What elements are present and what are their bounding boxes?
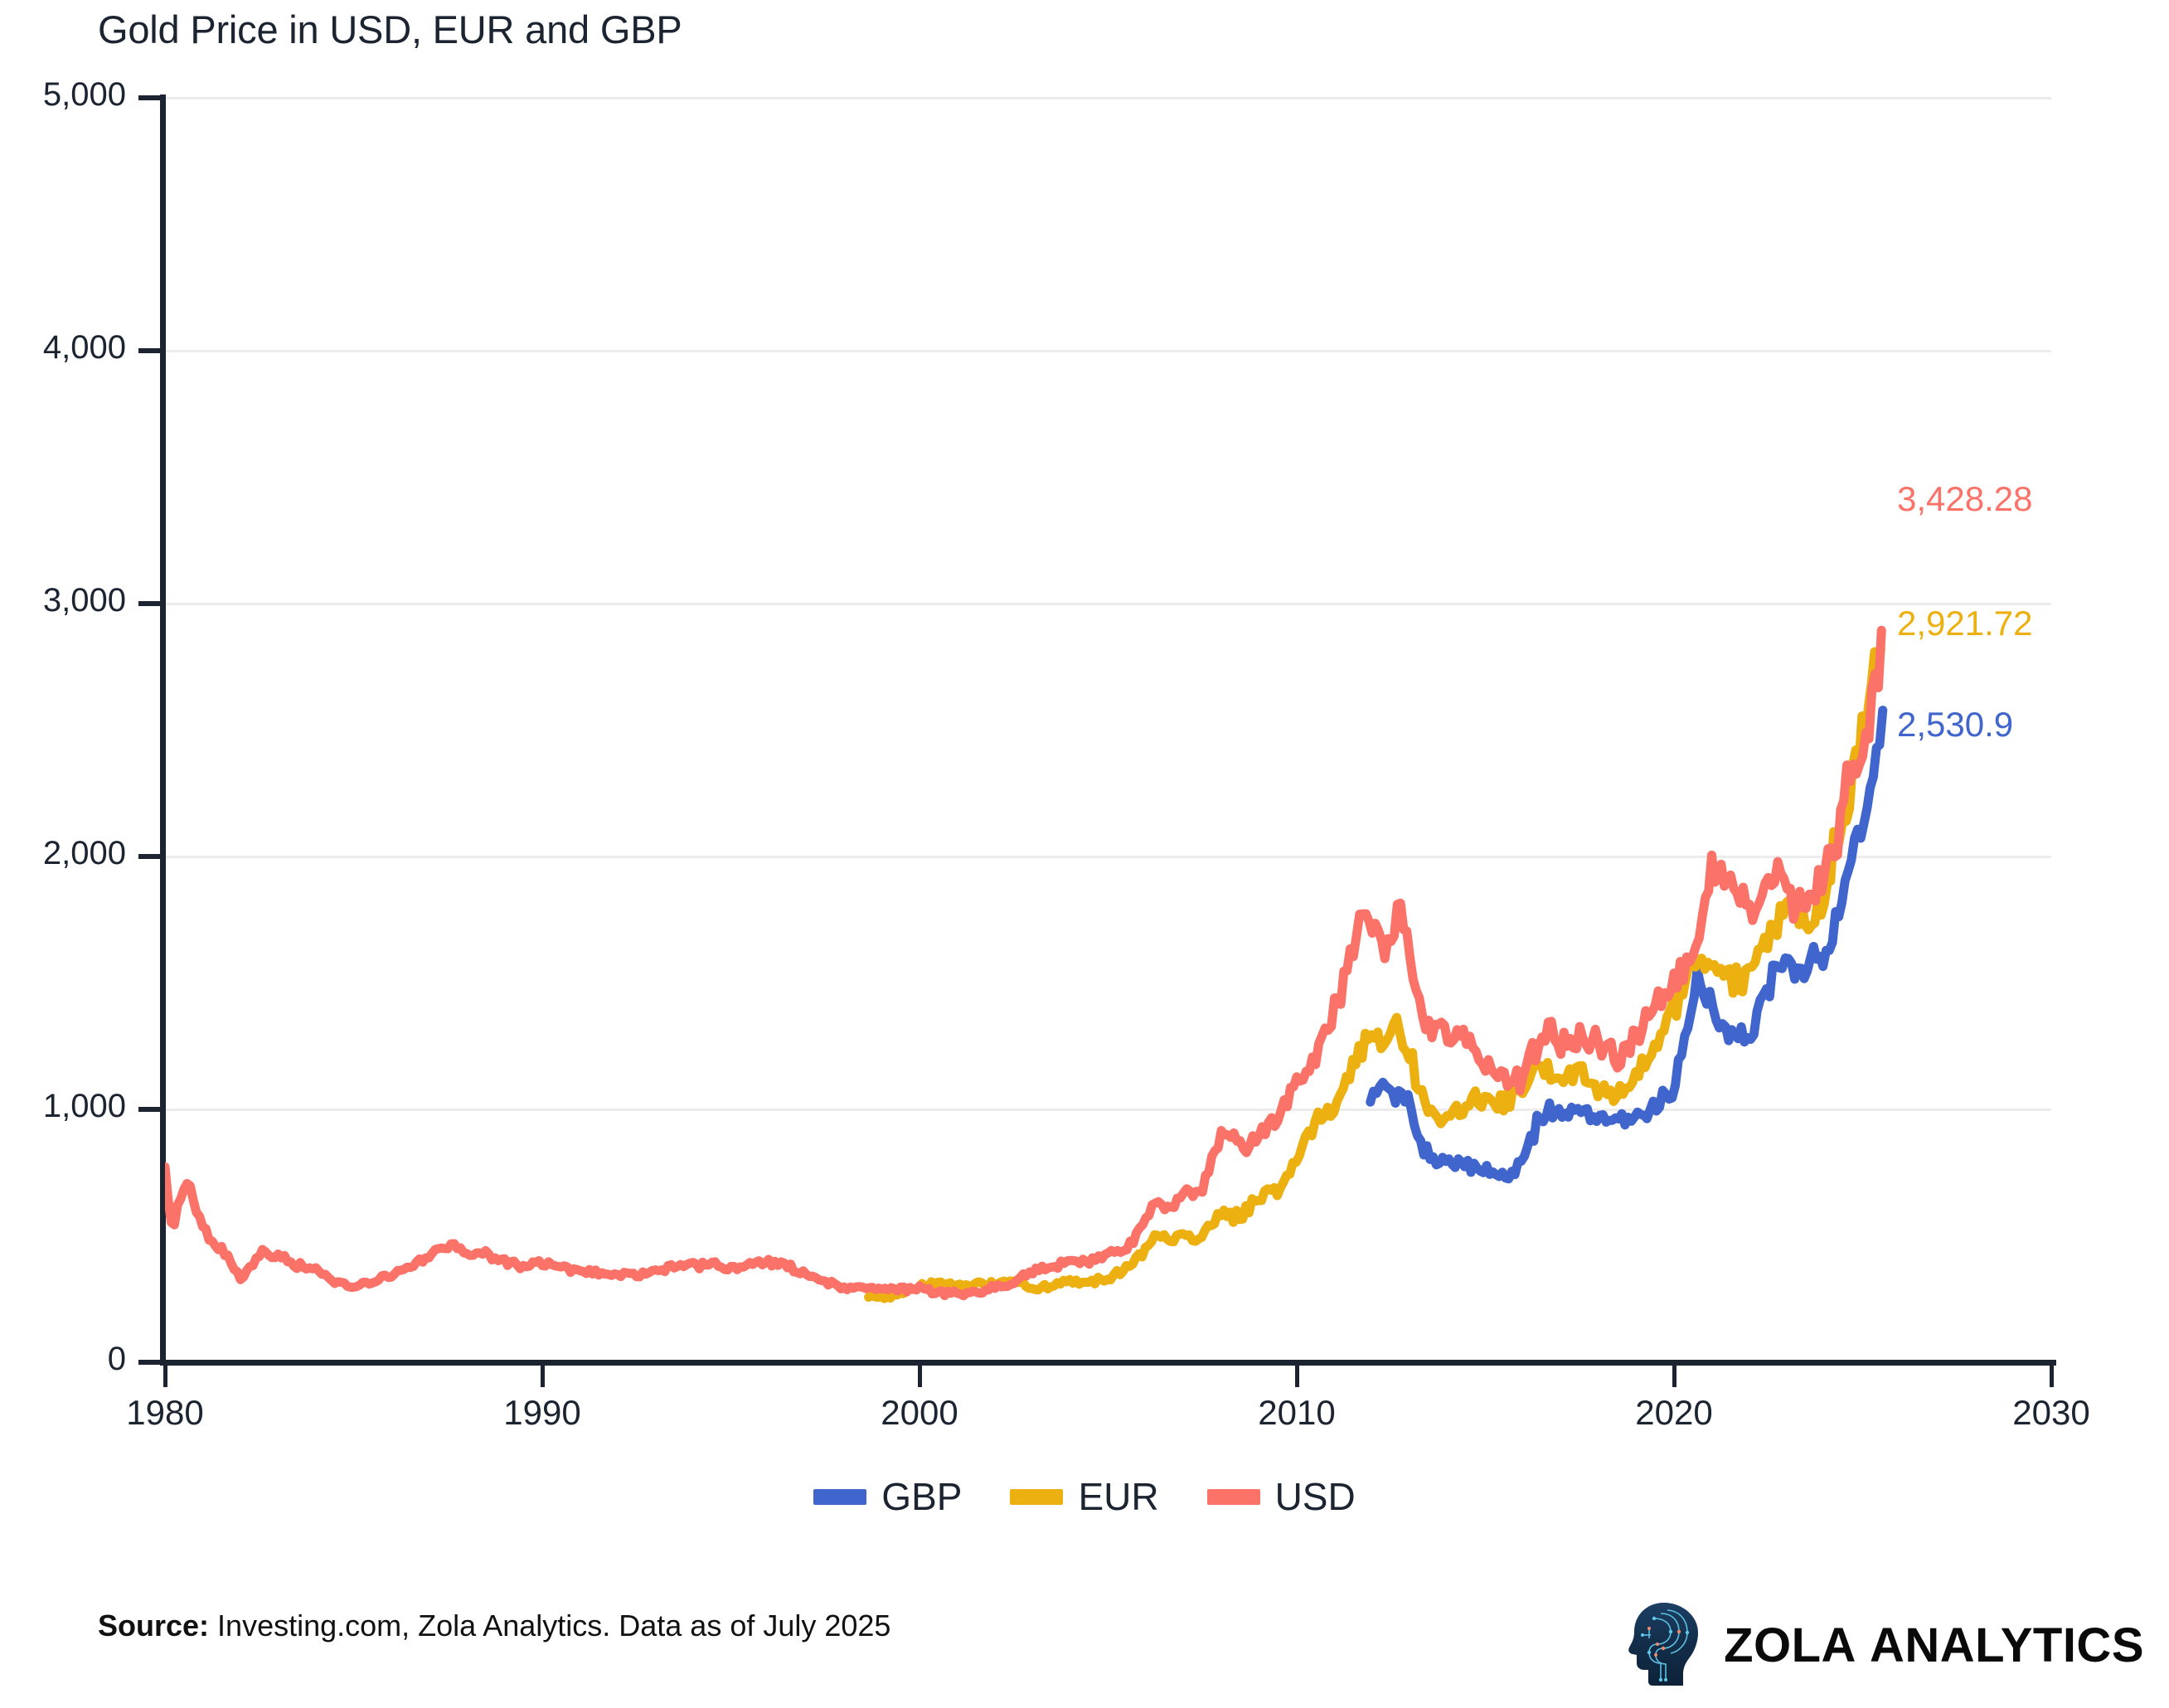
legend-swatch-gbp (813, 1488, 867, 1505)
source-note: Source: Investing.com, Zola Analytics. D… (98, 1609, 890, 1643)
gridline (165, 97, 2051, 99)
y-axis-tick (138, 95, 160, 100)
y-axis-label: 5,000 (42, 76, 126, 113)
y-axis-tick (138, 601, 160, 606)
y-axis-label: 1,000 (42, 1088, 126, 1124)
series-canvas (165, 98, 2051, 1362)
x-axis-tick (918, 1365, 922, 1387)
legend-label: GBP (881, 1475, 963, 1518)
gridline (165, 856, 2051, 858)
y-axis-line (160, 95, 166, 1366)
gridline (165, 603, 2051, 605)
x-axis-tick (1672, 1365, 1676, 1387)
x-axis-tick (1295, 1365, 1299, 1387)
y-axis-tick (138, 1107, 160, 1112)
brand-word-analytics: ANALYTICS (1869, 1618, 2144, 1672)
y-axis-tick (138, 1360, 160, 1365)
series-line-gbp (1371, 711, 1883, 1179)
y-axis-label: 3,000 (42, 582, 126, 619)
y-axis-label: 0 (107, 1341, 126, 1377)
x-axis-tick (541, 1365, 545, 1387)
x-axis-label: 2010 (1258, 1393, 1336, 1432)
legend-item-usd[interactable]: USD (1206, 1475, 1356, 1518)
source-label: Source: (98, 1609, 210, 1642)
legend-label: USD (1274, 1475, 1356, 1518)
legend-swatch-eur (1010, 1488, 1064, 1505)
y-axis-tick (138, 348, 160, 353)
gridline (165, 1109, 2051, 1111)
plot-area (165, 98, 2051, 1362)
series-line-eur (869, 648, 1881, 1298)
legend-label: EUR (1078, 1475, 1159, 1518)
legend-item-gbp[interactable]: GBP (813, 1478, 962, 1516)
end-value-label-eur: 2,921.72 (1897, 604, 2033, 643)
brand-logo: ZOLA ANALYTICS (1626, 1600, 2144, 1690)
y-axis-label: 2,000 (42, 835, 126, 871)
x-axis-label: 2000 (881, 1393, 958, 1432)
brand-word-zola: ZOLA (1724, 1618, 1856, 1672)
y-axis-tick (138, 854, 160, 859)
x-axis-label: 1990 (503, 1393, 581, 1432)
end-value-label-usd: 3,428.28 (1897, 479, 2033, 518)
x-axis-label: 2030 (2012, 1393, 2090, 1432)
x-axis-label: 1980 (126, 1393, 204, 1432)
head-circuit-icon (1628, 1603, 1699, 1686)
end-value-label-gbp: 2,530.9 (1897, 705, 2014, 744)
brand-wordmark: ZOLA ANALYTICS (1724, 1618, 2144, 1673)
legend-swatch-usd (1206, 1488, 1260, 1505)
page-title: Gold Price in USD, EUR and GBP (98, 7, 682, 51)
gridline (165, 350, 2051, 352)
chart-legend: GBP EUR USD (0, 1478, 2169, 1516)
x-axis-tick (163, 1365, 167, 1387)
x-axis-label: 2020 (1635, 1393, 1713, 1432)
x-axis-tick (2050, 1365, 2054, 1387)
y-axis-label: 4,000 (42, 329, 126, 366)
series-line-usd (165, 630, 1881, 1296)
source-text: Investing.com, Zola Analytics. Data as o… (209, 1609, 891, 1642)
x-axis-line (160, 1360, 2056, 1366)
legend-item-eur[interactable]: EUR (1010, 1475, 1159, 1518)
